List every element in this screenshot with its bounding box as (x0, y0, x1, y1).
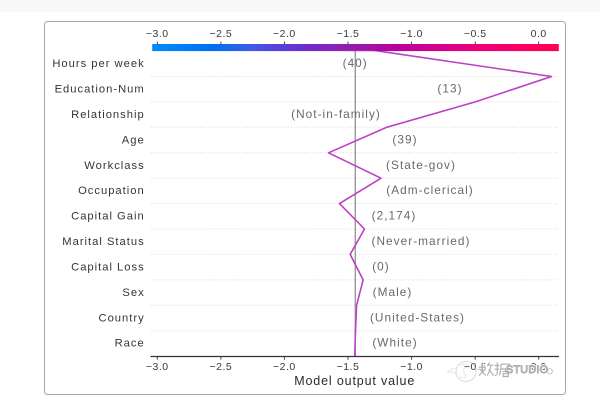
svg-text:Marital Status: Marital Status (62, 236, 144, 248)
svg-text:Education-Num: Education-Num (55, 84, 145, 96)
svg-text:Model output value: Model output value (294, 374, 415, 388)
svg-text:Relationship: Relationship (71, 109, 145, 121)
svg-text:Country: Country (99, 312, 145, 324)
svg-text:(Not-in-family): (Not-in-family) (291, 107, 381, 121)
svg-text:Hours per week: Hours per week (52, 58, 144, 70)
svg-text:0.0: 0.0 (531, 28, 547, 40)
svg-text:−0.5: −0.5 (464, 28, 487, 40)
svg-text:(White): (White) (372, 336, 417, 350)
svg-text:Occupation: Occupation (78, 185, 145, 197)
svg-text:(State-gov): (State-gov) (386, 158, 456, 172)
svg-text:(39): (39) (392, 132, 417, 146)
svg-text:(2,174): (2,174) (372, 209, 417, 223)
svg-text:−2.0: −2.0 (273, 28, 296, 40)
svg-text:(0): (0) (372, 259, 390, 273)
svg-text:−1.5: −1.5 (337, 28, 360, 40)
svg-text:−2.0: −2.0 (273, 361, 296, 373)
svg-text:−1.5: −1.5 (337, 361, 360, 373)
svg-text:Capital Gain: Capital Gain (71, 211, 145, 223)
svg-text:Race: Race (115, 338, 145, 350)
svg-text:(Adm-clerical): (Adm-clerical) (386, 183, 473, 197)
svg-text:Age: Age (122, 134, 145, 146)
svg-text:(40): (40) (343, 56, 368, 70)
svg-text:−2.5: −2.5 (210, 28, 233, 40)
svg-text:Capital Loss: Capital Loss (71, 261, 145, 273)
svg-text:−1.0: −1.0 (400, 361, 423, 373)
svg-text:−2.5: −2.5 (210, 361, 233, 373)
svg-text:(Never-married): (Never-married) (372, 234, 471, 248)
svg-text:STUDIO: STUDIO (506, 364, 548, 376)
svg-text:(United-States): (United-States) (370, 310, 465, 324)
svg-text:−1.0: −1.0 (400, 28, 423, 40)
svg-text:Sex: Sex (122, 287, 144, 299)
svg-text:−3.0: −3.0 (146, 28, 169, 40)
svg-text:(13): (13) (437, 82, 462, 96)
svg-text:(Male): (Male) (373, 285, 413, 299)
svg-text:Workclass: Workclass (84, 160, 144, 172)
svg-text:−3.0: −3.0 (146, 361, 169, 373)
